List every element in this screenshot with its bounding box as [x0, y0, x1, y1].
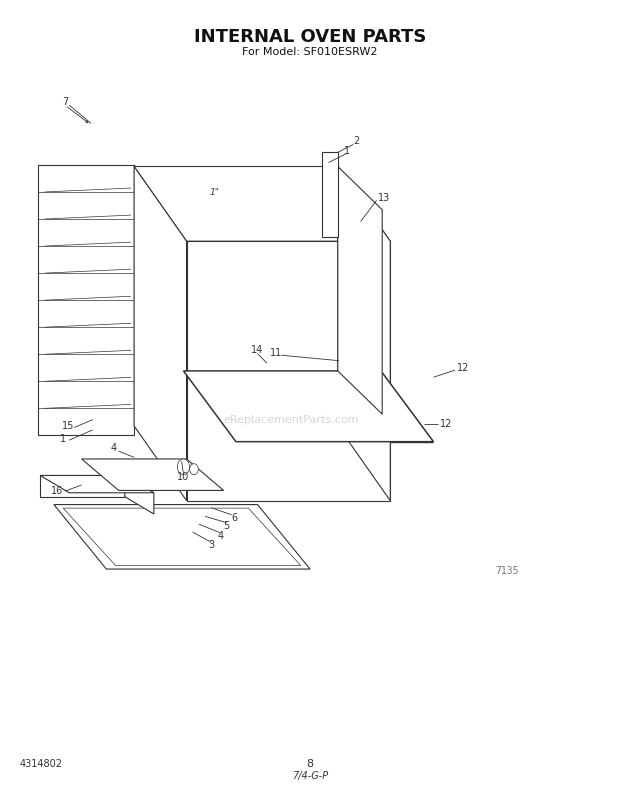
Polygon shape — [40, 476, 125, 497]
Polygon shape — [338, 166, 390, 501]
Text: eReplacementParts.com: eReplacementParts.com — [224, 415, 359, 424]
Polygon shape — [340, 190, 360, 349]
Polygon shape — [125, 476, 154, 514]
Text: 14: 14 — [252, 345, 264, 355]
Text: 12: 12 — [457, 363, 469, 372]
Text: 7/4-G-P: 7/4-G-P — [292, 771, 328, 781]
Text: 16: 16 — [51, 486, 63, 496]
Polygon shape — [338, 166, 382, 414]
Text: 13: 13 — [378, 193, 390, 203]
Polygon shape — [322, 152, 339, 237]
Text: 1": 1" — [210, 188, 219, 197]
Text: 2: 2 — [353, 136, 360, 146]
Text: 4314802: 4314802 — [20, 759, 63, 769]
Polygon shape — [40, 476, 154, 493]
Text: 15: 15 — [62, 421, 74, 431]
Polygon shape — [134, 166, 390, 241]
Text: 12: 12 — [440, 419, 452, 428]
Text: For Model: SF010ESRW2: For Model: SF010ESRW2 — [242, 47, 378, 58]
Polygon shape — [187, 241, 390, 501]
Polygon shape — [38, 165, 134, 436]
Circle shape — [190, 464, 198, 475]
Text: INTERNAL OVEN PARTS: INTERNAL OVEN PARTS — [194, 28, 426, 46]
Text: 10: 10 — [177, 472, 190, 482]
Text: 7135: 7135 — [496, 567, 520, 577]
Text: 11: 11 — [270, 348, 282, 358]
Polygon shape — [82, 459, 224, 491]
Polygon shape — [134, 166, 187, 501]
Polygon shape — [54, 505, 310, 569]
Polygon shape — [184, 371, 433, 442]
Text: 5: 5 — [224, 521, 230, 531]
Text: 4: 4 — [110, 443, 117, 453]
Text: 4: 4 — [218, 531, 224, 541]
Circle shape — [177, 459, 190, 475]
Text: 6: 6 — [232, 513, 237, 523]
Polygon shape — [63, 508, 301, 566]
Text: 1: 1 — [60, 434, 66, 444]
Text: 3: 3 — [208, 540, 215, 551]
Text: 8: 8 — [306, 759, 314, 769]
Text: 7: 7 — [62, 97, 68, 107]
Text: 1: 1 — [344, 146, 350, 155]
